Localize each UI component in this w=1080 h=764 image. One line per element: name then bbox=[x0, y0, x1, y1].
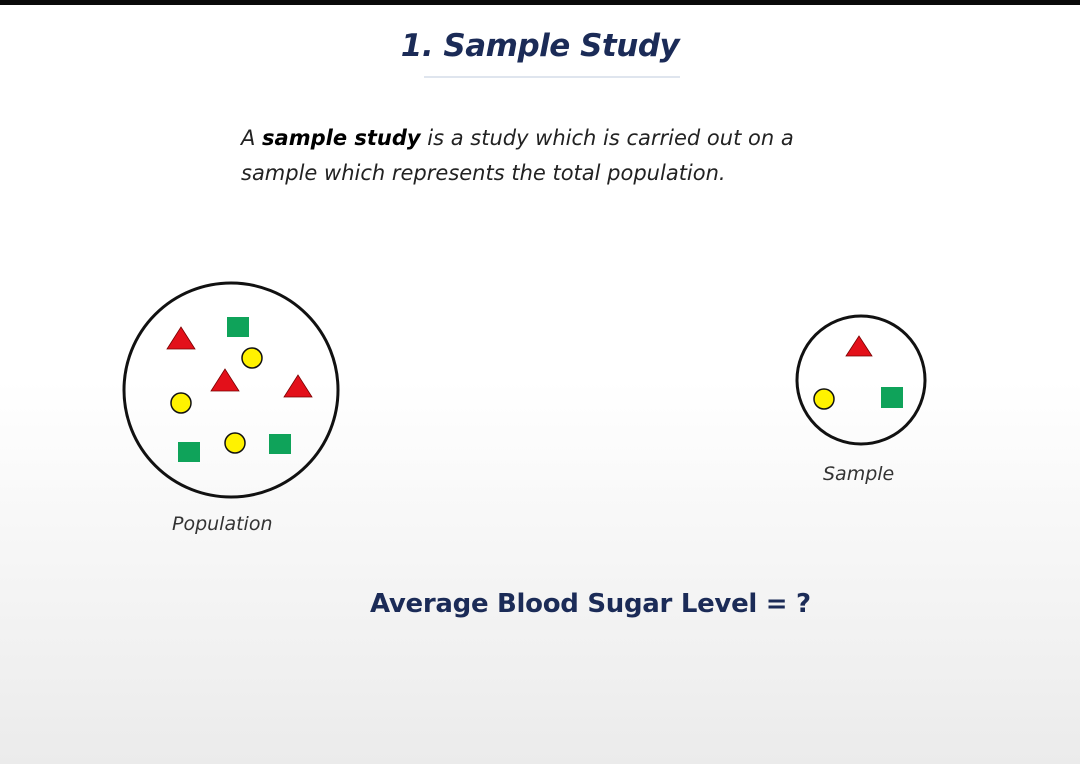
definition-term: sample study bbox=[262, 126, 421, 150]
sample-square bbox=[881, 387, 903, 408]
population-shapes bbox=[166, 317, 313, 462]
sample-label: Sample bbox=[823, 463, 895, 485]
population-circle-3 bbox=[224, 432, 246, 454]
definition-line-2: sample which represents the total popula… bbox=[241, 161, 726, 185]
population-triangle-3 bbox=[283, 374, 313, 398]
population-triangle-2 bbox=[210, 368, 240, 392]
definition-line-1: A sample study is a study which is carri… bbox=[241, 121, 881, 156]
sample-circle bbox=[813, 388, 835, 410]
sample-shapes bbox=[813, 335, 903, 410]
sample-triangle bbox=[845, 335, 873, 357]
population-circle bbox=[122, 281, 340, 499]
population-circle-2 bbox=[170, 392, 192, 414]
population-label: Population bbox=[172, 513, 273, 535]
title-underline bbox=[424, 76, 680, 78]
definition-text: A sample study is a study which is carri… bbox=[241, 121, 881, 191]
population-triangle-1 bbox=[166, 326, 196, 350]
population-square-2 bbox=[178, 442, 200, 462]
population-circle-1 bbox=[241, 347, 263, 369]
population-square-1 bbox=[227, 317, 249, 337]
question-text: Average Blood Sugar Level = ? bbox=[370, 589, 811, 619]
definition-line-1-rest: is a study which is carried out on a bbox=[420, 126, 794, 150]
definition-prefix: A bbox=[241, 126, 263, 150]
top-border bbox=[0, 0, 1080, 5]
sample-circle-outline bbox=[795, 314, 927, 446]
population-square-3 bbox=[269, 434, 291, 454]
slide-title: 1. Sample Study bbox=[400, 28, 680, 64]
